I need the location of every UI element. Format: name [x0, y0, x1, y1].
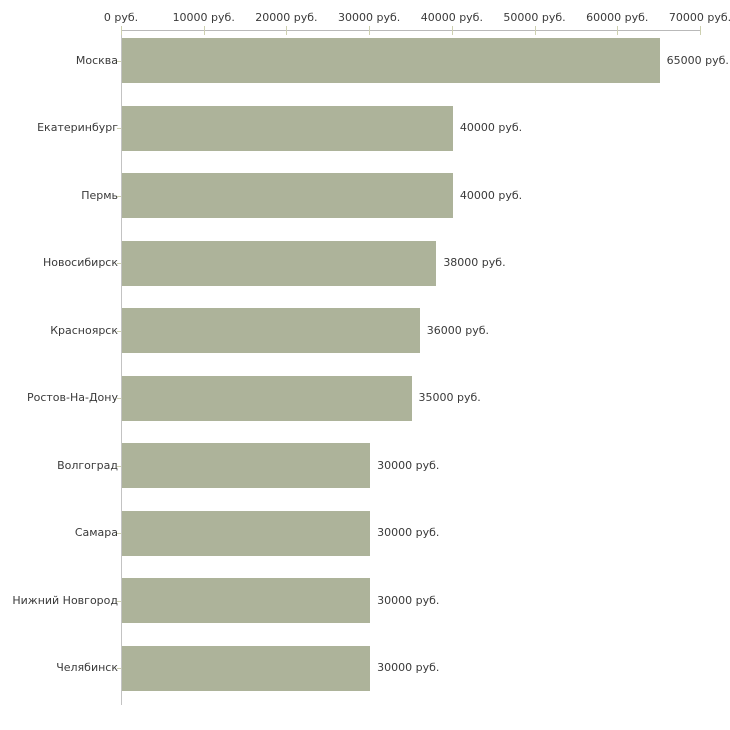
x-axis-tick: [534, 26, 536, 35]
bar-0: [122, 38, 660, 83]
x-axis-tick: [617, 26, 619, 35]
category-label: Пермь: [81, 188, 118, 202]
category-tick: [117, 398, 121, 399]
bar-1: [122, 105, 453, 151]
category-tick: [117, 195, 121, 197]
category-tick: [117, 263, 121, 264]
value-label: 30000 руб.: [377, 593, 440, 607]
bar-4: [122, 308, 420, 353]
x-axis-tick: [700, 26, 701, 35]
x-axis-tick-label: 10000 руб.: [172, 11, 235, 24]
x-axis-tick-label: 30000 руб.: [338, 11, 401, 24]
value-label: 30000 руб.: [377, 526, 440, 539]
x-axis-tick: [451, 26, 453, 35]
value-label: 38000 руб.: [443, 256, 506, 269]
category-label: Ростов-На-Дону: [26, 391, 118, 404]
value-label: 40000 руб.: [459, 121, 523, 134]
bar-2: [122, 173, 453, 218]
bar-6: [122, 443, 371, 488]
category-label: Новосибирск: [42, 256, 118, 269]
bar-8: [122, 578, 371, 623]
category-label: Красноярск: [50, 323, 118, 337]
x-axis-tick-label: 70000 руб.: [668, 11, 730, 24]
category-label: Нижний Новгород: [12, 593, 118, 607]
category-tick: [117, 600, 121, 602]
category-label: Волгоград: [57, 458, 118, 472]
value-label: 30000 руб.: [377, 661, 440, 674]
x-axis-tick-label: 50000 руб.: [503, 11, 566, 24]
category-tick: [117, 533, 121, 534]
x-axis-tick-label: 60000 руб.: [586, 11, 649, 24]
category-tick: [117, 60, 121, 62]
category-tick: [117, 330, 121, 332]
category-label: Екатеринбург: [37, 121, 118, 134]
value-label: 36000 руб.: [426, 323, 490, 337]
category-tick: [117, 668, 121, 669]
category-label: Самара: [74, 526, 118, 539]
x-axis-line: [121, 30, 700, 31]
category-label: Москва: [75, 53, 118, 67]
bar-7: [122, 510, 371, 556]
x-axis-tick: [286, 26, 288, 35]
x-axis-tick-label: 0 руб.: [103, 11, 139, 24]
y-axis-line: [121, 30, 122, 705]
value-label: 40000 руб.: [459, 188, 523, 202]
x-axis-tick-label: 40000 руб.: [420, 11, 483, 24]
x-axis-tick: [203, 26, 205, 35]
category-tick: [117, 465, 121, 467]
x-axis-tick-label: 20000 руб.: [255, 11, 318, 24]
bar-9: [122, 645, 371, 691]
x-axis-tick: [121, 26, 122, 35]
value-label: 35000 руб.: [418, 391, 481, 404]
value-label: 30000 руб.: [377, 458, 440, 472]
value-label: 65000 руб.: [666, 53, 729, 67]
bar-3: [122, 240, 437, 286]
category-label: Челябинск: [56, 661, 118, 674]
bar-5: [122, 375, 412, 421]
category-tick: [117, 128, 121, 129]
x-axis-tick: [369, 26, 371, 35]
